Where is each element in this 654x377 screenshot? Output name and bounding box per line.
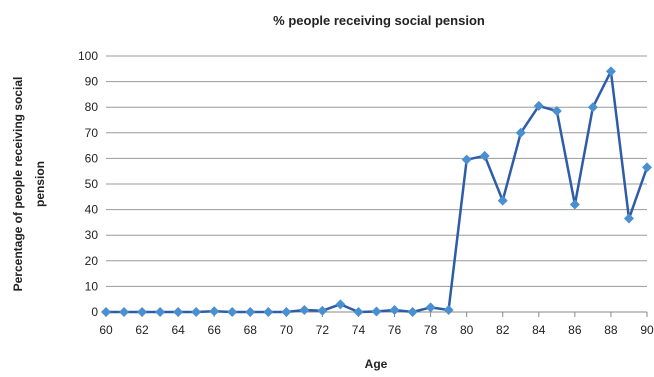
data-point xyxy=(281,307,292,317)
y-tick-label: 70 xyxy=(85,126,99,140)
y-tick-label: 20 xyxy=(85,254,99,268)
data-point xyxy=(497,195,508,206)
y-tick-label: 60 xyxy=(85,151,99,165)
data-point xyxy=(605,66,616,77)
data-point xyxy=(479,150,490,161)
x-tick-label: 66 xyxy=(208,323,222,337)
data-point xyxy=(425,302,436,313)
data-point xyxy=(461,154,472,165)
x-tick-label: 84 xyxy=(532,323,546,337)
data-point xyxy=(642,162,652,173)
y-tick-label: 30 xyxy=(85,228,99,242)
data-point xyxy=(119,307,130,317)
x-tick-label: 72 xyxy=(316,323,330,337)
x-tick-label: 90 xyxy=(640,323,654,337)
y-tick-label: 50 xyxy=(85,177,99,191)
x-tick-label: 64 xyxy=(171,323,185,337)
x-tick-label: 80 xyxy=(460,323,474,337)
data-point xyxy=(227,307,238,317)
x-tick-label: 68 xyxy=(244,323,258,337)
y-axis-label-line-1: Percentage of people receiving social xyxy=(11,77,25,292)
y-tick-label: 40 xyxy=(85,203,99,217)
x-axis-label: Age xyxy=(365,357,388,371)
data-point xyxy=(515,127,526,138)
data-point xyxy=(209,306,220,317)
data-point xyxy=(569,199,580,210)
data-point xyxy=(191,307,202,317)
data-point xyxy=(443,304,454,315)
y-tick-label: 80 xyxy=(85,100,99,114)
x-tick-label: 82 xyxy=(496,323,510,337)
data-point xyxy=(551,106,562,117)
data-point xyxy=(353,307,364,317)
y-tick-label: 10 xyxy=(85,279,99,293)
data-point xyxy=(587,102,598,113)
data-point xyxy=(101,307,111,317)
gridlines xyxy=(106,55,647,313)
y-tick-label: 100 xyxy=(78,49,98,63)
data-point xyxy=(623,213,634,224)
y-tick-label: 90 xyxy=(85,75,99,89)
series xyxy=(101,66,652,317)
data-point xyxy=(263,307,274,317)
y-tick-label: 0 xyxy=(91,305,98,319)
x-tick-label: 78 xyxy=(424,323,438,337)
data-point xyxy=(299,304,310,315)
x-tick-label: 86 xyxy=(568,323,582,337)
data-point xyxy=(245,307,256,317)
data-point xyxy=(533,100,544,111)
y-tick-labels: 0 10 20 30 40 50 60 70 80 90 100 xyxy=(78,49,98,319)
data-point xyxy=(371,306,382,317)
x-tick-label: 88 xyxy=(604,323,618,337)
data-point xyxy=(335,299,346,310)
x-tick-label: 62 xyxy=(135,323,149,337)
data-point xyxy=(173,307,184,317)
x-tick-label: 76 xyxy=(388,323,402,337)
x-tick-label: 60 xyxy=(99,323,113,337)
x-tick-labels: 60 62 64 66 68 70 72 74 76 78 80 82 84 86 88 90 xyxy=(99,312,654,337)
chart-title: % people receiving social pension xyxy=(273,13,485,28)
data-point xyxy=(317,305,328,316)
y-axis-label: Percentage of people receiving social pe… xyxy=(11,77,47,292)
data-point xyxy=(389,304,400,315)
y-axis-label-line-2: pension xyxy=(33,161,47,207)
data-point xyxy=(407,307,418,317)
data-point xyxy=(155,307,166,317)
x-tick-label: 74 xyxy=(352,323,366,337)
x-tick-label: 70 xyxy=(280,323,294,337)
data-point xyxy=(137,307,148,317)
